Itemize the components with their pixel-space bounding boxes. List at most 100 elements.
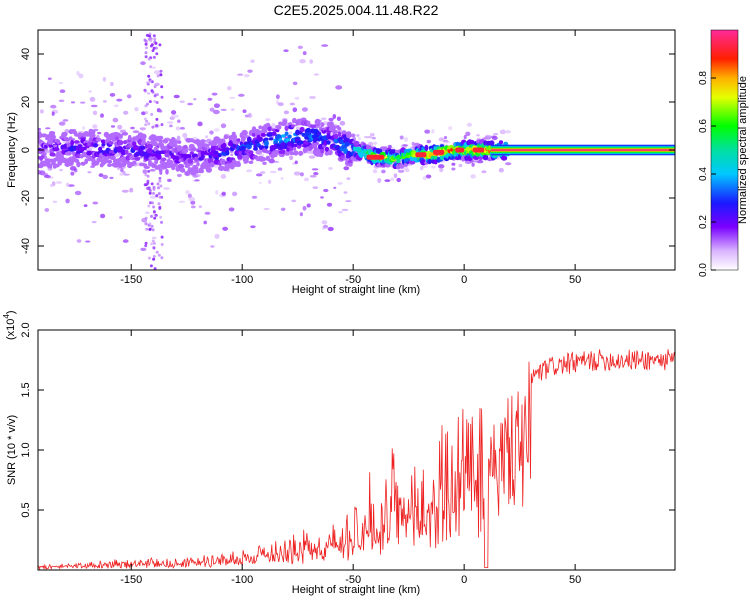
spectrogram-cell <box>159 69 163 73</box>
spectrogram-cell <box>116 98 123 102</box>
spectrogram-cell <box>80 101 86 104</box>
spectrogram-cell <box>144 40 148 43</box>
spectrogram-cell <box>160 220 163 224</box>
spectrogram-cell <box>50 104 57 109</box>
spectrogram-cell <box>341 130 347 134</box>
spectrogram-cell <box>158 195 162 199</box>
spectrogram-cell <box>150 242 154 246</box>
spectrogram-cell <box>308 155 316 159</box>
spectrogram-cell <box>271 131 277 136</box>
spectrogram-cell <box>411 141 415 146</box>
spectrogram-cell <box>265 155 271 161</box>
spectrogram-cell <box>193 170 200 174</box>
spectrogram-cell <box>443 140 451 144</box>
spectrogram-cell <box>146 181 150 185</box>
spectrogram-cell <box>213 103 220 108</box>
spectrogram-cell <box>158 176 162 180</box>
spectrogram-cell <box>223 135 229 140</box>
spectrogram-cell <box>346 133 352 139</box>
spectrogram-cell <box>399 135 404 140</box>
spectrogram-cell <box>268 158 275 164</box>
spectrogram-cell <box>292 81 298 86</box>
spectrogram-cell <box>229 96 236 99</box>
spectrogram-x-tick-label: -100 <box>231 274 253 286</box>
spectrogram-cell <box>322 226 326 230</box>
colorbar-tick-label: 0.0 <box>698 263 709 277</box>
spectrogram-cell <box>153 100 157 103</box>
snr-marks <box>38 349 675 570</box>
spectrogram-cell <box>294 160 298 165</box>
spectrogram-cell <box>145 227 149 231</box>
snr-y-tick-label: 1.0 <box>20 442 32 457</box>
spectrogram-cell <box>152 34 156 38</box>
spectrogram-cell <box>422 176 427 181</box>
spectrogram-cell <box>369 133 375 137</box>
spectrogram-cell <box>198 205 202 208</box>
spectrogram-cell <box>158 179 162 183</box>
spectrogram-cell <box>363 136 370 139</box>
spectrogram-cell <box>302 51 307 56</box>
spectrogram-cell <box>267 179 272 184</box>
spectrogram-cell <box>299 126 305 133</box>
spectrogram-cell <box>151 66 156 69</box>
spectrogram-cell <box>153 267 157 270</box>
spectrogram-cell <box>150 112 154 116</box>
spectrogram-x-ticks: -150 -100 -50 0 50 <box>120 30 581 286</box>
spectrogram-cell <box>490 135 497 139</box>
spectrogram-cell <box>232 191 238 197</box>
spectrogram-cell <box>110 125 116 128</box>
spectrogram-cell <box>176 173 182 178</box>
spectrogram-cell <box>326 202 333 207</box>
spectrogram-cell <box>158 205 162 209</box>
spectrogram-cell <box>344 140 350 147</box>
spectrogram-cell <box>48 163 53 169</box>
spectrogram-cell <box>191 147 196 151</box>
spectrogram-cell <box>68 136 73 141</box>
spectrogram-cell <box>73 140 80 144</box>
spectrogram-cell <box>330 124 337 131</box>
spectrogram-cell <box>85 240 91 243</box>
spectrogram-cell <box>276 94 280 100</box>
spectrogram-cell <box>47 77 52 80</box>
spectrogram-cell <box>143 165 150 169</box>
spectrogram-cell <box>77 144 83 149</box>
spectrogram-cell <box>152 46 156 50</box>
spectrogram-cell <box>146 92 151 95</box>
snr-scale-exponent: 4 <box>2 314 11 319</box>
spectrogram-cell <box>347 162 353 167</box>
spectrogram-cell <box>62 119 69 122</box>
spectrogram-cell <box>139 127 146 131</box>
spectrogram-cell <box>149 79 152 83</box>
spectrogram-cell <box>144 173 148 177</box>
spectrogram-cell <box>309 175 317 178</box>
spectrogram-cell <box>147 186 151 190</box>
spectrogram-cell <box>387 144 392 149</box>
spectrogram-cell <box>59 89 66 93</box>
colorbar-tick-label: 0.4 <box>698 167 709 181</box>
spectrogram-cell <box>98 173 104 178</box>
spectrogram-cell <box>49 184 54 187</box>
spectrogram-cell <box>132 145 139 151</box>
spectrogram-cell <box>92 124 98 129</box>
spectrogram-cell <box>210 145 217 151</box>
spectrogram-cell <box>124 149 129 155</box>
spectrogram-cell <box>297 45 303 49</box>
spectrogram-cell <box>144 42 148 46</box>
spectrogram-cell <box>314 118 321 125</box>
spectrogram-cell <box>335 129 343 134</box>
spectrogram-x-tick-label: 0 <box>461 274 467 286</box>
spectrogram-cell <box>148 156 155 161</box>
spectrogram-cell <box>343 157 349 161</box>
spectrogram-cell <box>225 147 230 152</box>
spectrogram-cell <box>123 173 130 176</box>
spectrogram-cell <box>194 179 200 182</box>
spectrogram-cell <box>87 157 92 162</box>
spectrogram-cell <box>318 152 324 158</box>
spectrogram-cell <box>69 166 77 171</box>
spectrogram-cell <box>132 130 140 134</box>
spectrogram-cell <box>188 196 195 202</box>
spectrogram-cell <box>70 139 75 146</box>
spectrogram-cell <box>463 135 467 140</box>
spectrogram-cell <box>327 149 333 156</box>
spectrogram-cell <box>153 70 161 75</box>
